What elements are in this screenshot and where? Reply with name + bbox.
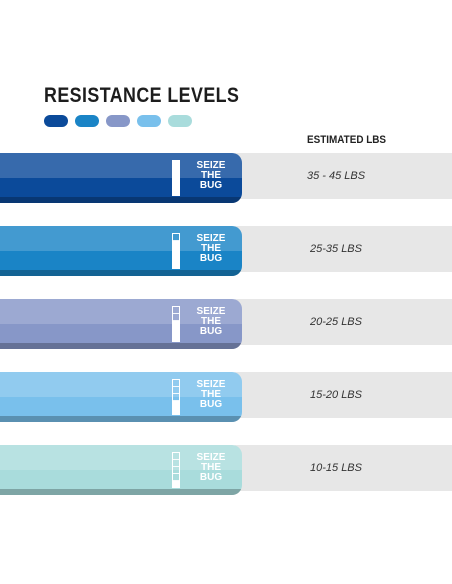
level-segment [173, 168, 179, 175]
level-segment [173, 234, 179, 241]
level-segment [173, 248, 179, 255]
color-swatches [44, 115, 192, 127]
level-segment [173, 474, 179, 481]
estimated-lbs-header: ESTIMATED LBS [307, 134, 387, 146]
lbs-box [230, 372, 452, 418]
level-segment [173, 307, 179, 314]
level-segment [173, 460, 179, 467]
brand-logo: SEIZE THE BUG [196, 233, 226, 264]
estimated-lbs-value: 10-15 LBS [310, 462, 362, 474]
band-row: 20-25 LBS SEIZE THE BUG [0, 299, 452, 353]
level-meter-icon [172, 306, 180, 342]
page-title: RESISTANCE LEVELS [44, 84, 240, 107]
brand-logo: SEIZE THE BUG [196, 452, 226, 483]
level-segment [173, 255, 179, 262]
swatch [106, 115, 130, 127]
level-segment [173, 453, 179, 460]
level-segment [173, 387, 179, 394]
resistance-band: SEIZE THE BUG [0, 153, 242, 203]
level-meter-icon [172, 160, 180, 196]
level-segment [173, 328, 179, 335]
level-segment [173, 321, 179, 328]
lbs-box [230, 153, 452, 199]
band-row: 35 - 45 LBS SEIZE THE BUG [0, 153, 452, 207]
level-meter-icon [172, 452, 180, 488]
brand-logo: SEIZE THE BUG [196, 306, 226, 337]
estimated-lbs-value: 25-35 LBS [310, 243, 362, 255]
estimated-lbs-value: 20-25 LBS [310, 316, 362, 328]
swatch [137, 115, 161, 127]
estimated-lbs-value: 35 - 45 LBS [306, 170, 366, 182]
level-segment [173, 262, 179, 268]
level-segment [173, 175, 179, 182]
band-row: 15-20 LBS SEIZE THE BUG [0, 372, 452, 426]
level-segment [173, 394, 179, 401]
resistance-band: SEIZE THE BUG [0, 445, 242, 495]
level-segment [173, 241, 179, 248]
estimated-lbs-value: 15-20 LBS [310, 389, 362, 401]
level-segment [173, 161, 179, 168]
swatch [168, 115, 192, 127]
band-row: 25-35 LBS SEIZE THE BUG [0, 226, 452, 280]
level-segment [173, 314, 179, 321]
level-segment [173, 380, 179, 387]
swatch [44, 115, 68, 127]
level-segment [173, 182, 179, 189]
brand-logo: SEIZE THE BUG [196, 379, 226, 410]
level-segment [173, 401, 179, 408]
resistance-band: SEIZE THE BUG [0, 372, 242, 422]
level-segment [173, 481, 179, 487]
band-row: 10-15 LBS SEIZE THE BUG [0, 445, 452, 499]
level-segment [173, 189, 179, 195]
level-segment [173, 408, 179, 414]
level-meter-icon [172, 379, 180, 415]
level-meter-icon [172, 233, 180, 269]
level-segment [173, 467, 179, 474]
lbs-box [230, 226, 452, 272]
brand-logo: SEIZE THE BUG [196, 160, 226, 191]
swatch [75, 115, 99, 127]
resistance-band: SEIZE THE BUG [0, 226, 242, 276]
level-segment [173, 335, 179, 341]
lbs-box [230, 445, 452, 491]
lbs-box [230, 299, 452, 345]
resistance-band: SEIZE THE BUG [0, 299, 242, 349]
